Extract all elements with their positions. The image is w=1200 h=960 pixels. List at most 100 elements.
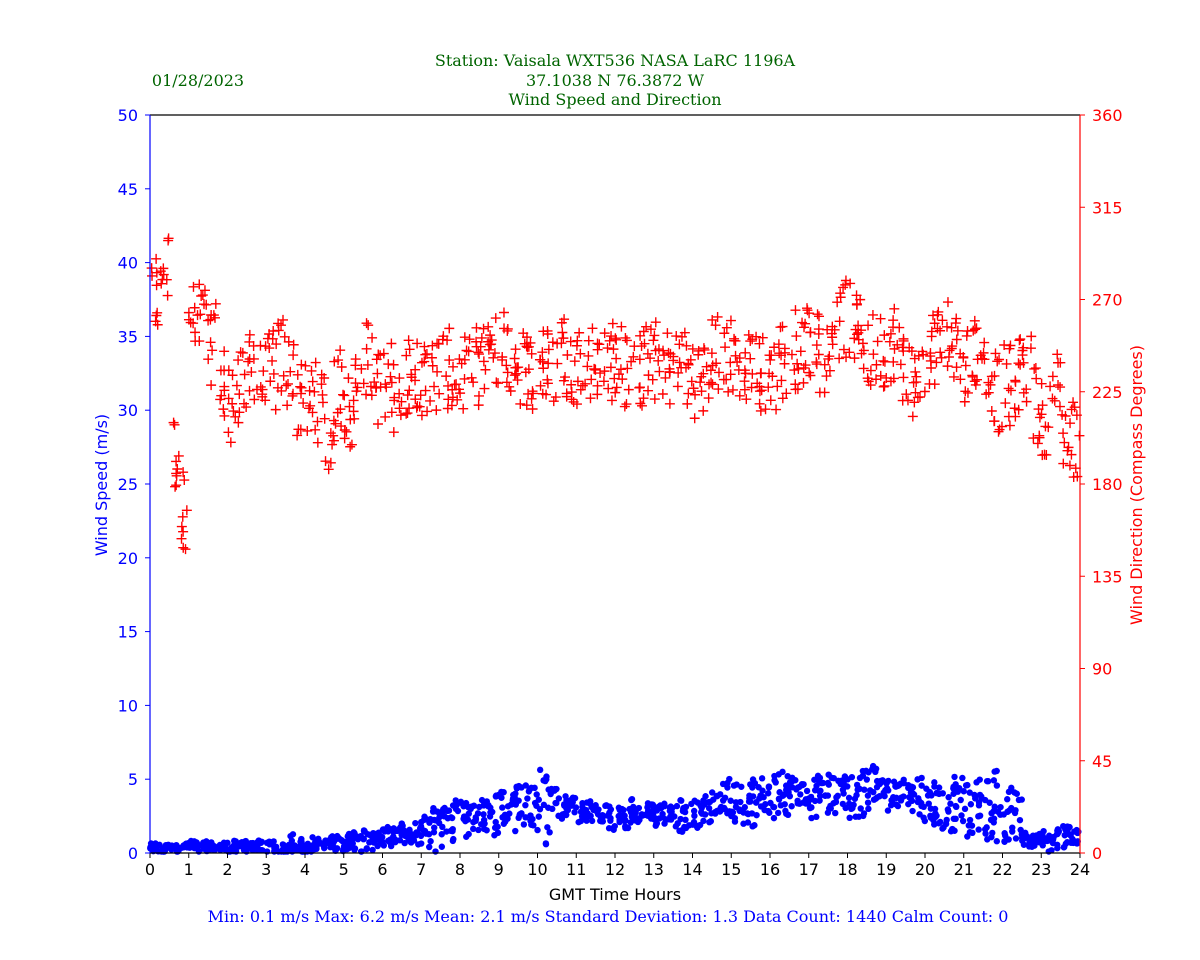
speed-point [366, 839, 373, 846]
direction-point [170, 481, 181, 492]
direction-point [147, 270, 158, 281]
direction-point [739, 365, 750, 376]
speed-point [982, 830, 989, 837]
speed-point [467, 805, 474, 813]
speed-point [148, 843, 155, 851]
x-tick-label: 14 [682, 860, 702, 879]
direction-point [279, 331, 290, 342]
speed-point [709, 789, 716, 796]
x-tick-label: 5 [339, 860, 349, 879]
speed-point [531, 784, 538, 792]
speed-point [369, 846, 376, 854]
speed-point [705, 805, 713, 812]
speed-point [545, 804, 552, 811]
direction-point [800, 360, 811, 371]
speed-point [744, 819, 752, 826]
speed-point [767, 799, 774, 807]
x-tick-label: 8 [455, 860, 465, 879]
speed-point [438, 843, 446, 850]
direction-point [548, 396, 559, 407]
direction-point [319, 413, 330, 424]
direction-point [483, 344, 494, 355]
speed-point [427, 838, 434, 845]
direction-point [776, 375, 787, 386]
speed-point [522, 801, 529, 809]
direction-point [473, 390, 484, 401]
direction-point [333, 355, 344, 366]
speed-point [508, 801, 515, 808]
speed-point [1013, 790, 1021, 797]
speed-point [728, 808, 735, 815]
speed-point [499, 804, 506, 811]
speed-point [542, 777, 549, 785]
direction-point [361, 318, 372, 329]
speed-point [431, 824, 438, 831]
direction-point [547, 337, 558, 348]
direction-point [713, 384, 724, 395]
direction-point [293, 424, 304, 435]
direction-point [404, 344, 415, 355]
speed-point [237, 839, 244, 847]
direction-point [888, 315, 899, 326]
direction-point [932, 323, 943, 334]
speed-point [1075, 828, 1082, 835]
speed-point [410, 837, 418, 844]
direction-point [441, 371, 452, 382]
speed-point [951, 773, 958, 781]
direction-point [523, 364, 534, 375]
speed-point [379, 826, 387, 833]
speed-point [759, 787, 766, 794]
direction-point [1066, 404, 1077, 415]
direction-point [626, 356, 637, 367]
speed-point [412, 819, 419, 827]
direction-point [929, 379, 940, 390]
direction-point [542, 374, 553, 385]
direction-point [455, 388, 466, 399]
speed-point [286, 845, 294, 853]
direction-point [219, 385, 230, 396]
speed-point [781, 801, 788, 808]
direction-point [790, 305, 801, 316]
direction-point [572, 376, 583, 387]
direction-point [223, 365, 234, 376]
x-axis-label: GMT Time Hours [549, 885, 681, 904]
speed-point [420, 827, 427, 834]
speed-point [491, 832, 498, 839]
direction-point [763, 382, 774, 393]
direction-point [813, 324, 824, 335]
direction-point [986, 405, 997, 416]
direction-point [459, 332, 470, 343]
direction-point [499, 323, 510, 334]
direction-point [173, 450, 184, 461]
direction-point [244, 385, 255, 396]
direction-point [699, 344, 710, 355]
direction-point [639, 338, 650, 349]
speed-point [1018, 796, 1025, 803]
speed-point [659, 810, 666, 818]
direction-point [931, 357, 942, 368]
direction-point [634, 354, 645, 365]
direction-point [707, 360, 718, 371]
speed-point [288, 837, 296, 844]
direction-point [858, 363, 869, 374]
speed-point [881, 792, 888, 800]
speed-point [603, 802, 610, 809]
speed-point [1048, 847, 1055, 854]
direction-point [234, 407, 245, 418]
direction-point [171, 468, 182, 479]
speed-point [931, 779, 938, 786]
direction-point [696, 386, 707, 397]
speed-point [449, 837, 457, 845]
direction-point [574, 327, 585, 338]
direction-point [765, 395, 776, 406]
direction-point [163, 233, 174, 244]
direction-point [773, 339, 784, 350]
direction-point [427, 340, 438, 351]
direction-point [244, 329, 255, 340]
speed-point [816, 788, 823, 795]
direction-point [960, 360, 971, 371]
direction-point [952, 325, 963, 336]
direction-point [636, 400, 647, 411]
speed-point [245, 842, 252, 849]
speed-point [465, 810, 472, 817]
